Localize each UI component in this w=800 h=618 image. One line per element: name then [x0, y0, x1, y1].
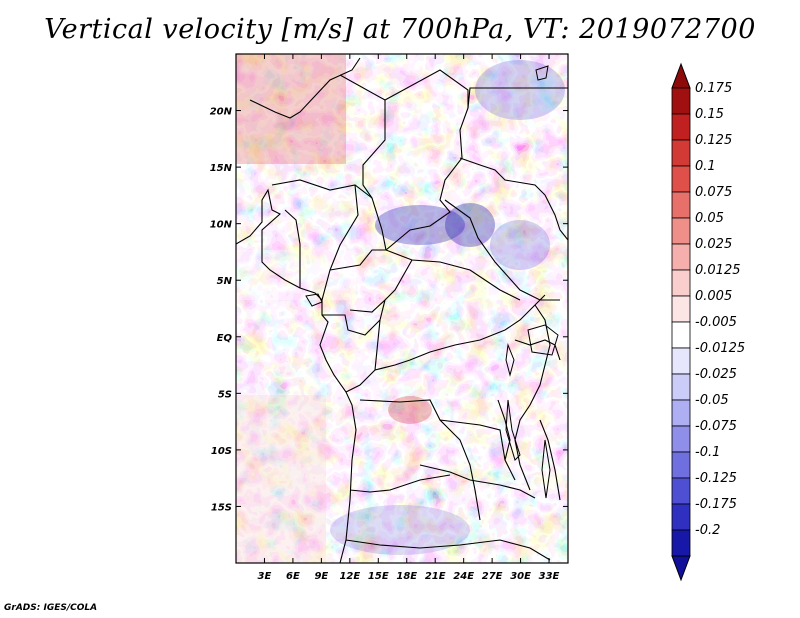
lake-victoria	[527, 324, 559, 356]
colorbar-swatch	[671, 165, 691, 193]
colorbar-label: 0.005	[695, 289, 732, 304]
lon-tick-label: 12E	[339, 571, 360, 582]
lake-albert	[505, 343, 515, 377]
lat-tick-label: 5S	[218, 389, 232, 400]
lon-tick-label: 30E	[510, 571, 531, 582]
lon-tick-label: 24E	[453, 571, 474, 582]
colorbar-swatch	[671, 87, 691, 115]
lon-tick-label: 33E	[539, 571, 560, 582]
colorbar-label: 0.05	[695, 211, 724, 226]
colorbar-label: -0.1	[695, 445, 720, 460]
colorbar-swatch	[671, 269, 691, 297]
ascent-region-northwest	[236, 54, 346, 164]
colorbar-label: -0.175	[695, 497, 737, 512]
plot-frame	[235, 53, 569, 564]
lon-tick-label: 9E	[314, 571, 328, 582]
colorbar-label: -0.0125	[695, 341, 745, 356]
colorbar-swatch	[671, 321, 691, 349]
colorbar-swatch	[671, 191, 691, 219]
colorbar-bottom-arrow	[671, 555, 691, 582]
colorbar-swatch	[671, 399, 691, 427]
colorbar-label: 0.15	[695, 107, 724, 122]
colorbar-label: -0.125	[695, 471, 737, 486]
bioko-island	[305, 293, 323, 307]
lon-tick-label: 15E	[368, 571, 389, 582]
colorbar-label: 0.075	[695, 185, 732, 200]
colorbar-swatch	[671, 373, 691, 401]
lat-tick-label: 5N	[217, 276, 233, 287]
lakes	[305, 65, 559, 499]
descent-region-south	[330, 505, 470, 555]
colorbar-label: 0.1	[695, 159, 716, 174]
lat-tick-label: 20N	[210, 107, 233, 118]
descent-region-northeast	[475, 60, 565, 120]
descent-core-central	[375, 205, 465, 245]
axis-ticks: 20N 15N 10N 5N EQ 5S 10S 15S 3E 6E 9E 12E 15E 18E 21E 2…	[210, 54, 568, 582]
lon-tick-label: 18E	[396, 571, 417, 582]
lake-nasser	[535, 65, 549, 81]
colorbar-swatch	[671, 243, 691, 271]
colorbar-label: 0.175	[695, 81, 732, 96]
lon-tick-label: 3E	[258, 571, 272, 582]
colorbar-swatch	[671, 529, 691, 557]
colorbar-label: 0.125	[695, 133, 732, 148]
country-borders	[236, 57, 568, 563]
colorbar: 0.175 0.15 0.125 0.1 0.075 0.05 0.025 0.0125 0.0…	[671, 62, 745, 582]
colorbar-label: -0.075	[695, 419, 737, 434]
map-title: Vertical velocity [m/s] at 700hPa, VT: 2…	[44, 14, 756, 45]
lake-tanganyika	[505, 399, 521, 461]
lat-tick-label: 10N	[210, 220, 233, 231]
colorbar-swatch	[671, 347, 691, 375]
colorbar-label: -0.005	[695, 315, 737, 330]
colorbar-label: 0.025	[695, 237, 732, 252]
lake-malawi	[541, 439, 551, 499]
grads-credit: GrADS: IGES/COLA	[4, 603, 98, 613]
colorbar-top-arrow	[671, 62, 691, 89]
lat-tick-label: 15N	[210, 163, 233, 174]
lat-tick-label: 15S	[211, 502, 232, 513]
colorbar-swatch	[671, 295, 691, 323]
colorbar-label: -0.025	[695, 367, 737, 382]
lat-tick-label: 10S	[211, 446, 232, 457]
colorbar-swatch	[671, 217, 691, 245]
lat-tick-label: EQ	[217, 333, 233, 344]
weak-ascent-southwest	[236, 395, 326, 563]
colorbar-label: -0.05	[695, 393, 729, 408]
descent-region-southsudan	[490, 220, 550, 270]
ascent-spot-congo	[388, 396, 432, 424]
colorbar-swatch	[671, 503, 691, 531]
colorbar-swatch	[671, 451, 691, 479]
velocity-field	[236, 54, 568, 563]
lon-tick-label: 21E	[425, 571, 446, 582]
colorbar-swatch	[671, 139, 691, 167]
colorbar-label: 0.0125	[695, 263, 741, 278]
colorbar-swatch	[671, 425, 691, 453]
colorbar-swatch	[671, 113, 691, 141]
descent-core-east	[445, 203, 495, 247]
colorbar-swatch	[671, 477, 691, 505]
quiet-band-gulf	[236, 250, 356, 300]
lon-tick-label: 6E	[286, 571, 300, 582]
colorbar-label: -0.2	[695, 523, 720, 538]
lon-tick-label: 27E	[482, 571, 503, 582]
